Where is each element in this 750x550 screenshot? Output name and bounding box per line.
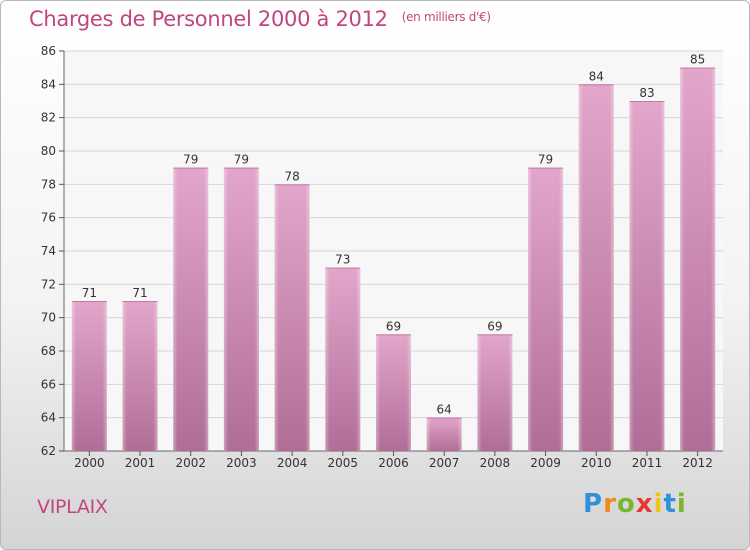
logo-letter: o (616, 489, 636, 519)
x-tick-label: 2012 (682, 456, 713, 470)
bar-highlight (71, 301, 107, 451)
data-label: 71 (82, 286, 97, 300)
y-tick-label: 76 (41, 211, 56, 225)
location-label: VIPLAIX (37, 496, 108, 518)
y-tick-label: 64 (41, 411, 56, 425)
x-tick-label: 2006 (378, 456, 409, 470)
bar-highlight (426, 417, 462, 451)
x-tick-label: 2003 (226, 456, 257, 470)
chart-subtitle: (en milliers d'€) (401, 10, 491, 24)
y-tick-label: 84 (41, 77, 56, 91)
bar-highlight (629, 101, 665, 451)
y-tick-label: 86 (41, 44, 56, 58)
bar-highlight (325, 267, 361, 451)
y-tick-label: 72 (41, 277, 56, 291)
data-label: 69 (386, 319, 401, 333)
bar-highlight (578, 84, 614, 451)
y-tick-label: 82 (41, 111, 56, 125)
x-tick-label: 2007 (429, 456, 460, 470)
x-tick-label: 2004 (277, 456, 308, 470)
data-label: 85 (690, 53, 705, 67)
chart-title-text: Charges de Personnel 2000 à 2012 (29, 7, 388, 31)
y-tick-label: 68 (41, 344, 56, 358)
proxiti-logo: Proxiti (583, 489, 687, 519)
logo-letter: t (663, 489, 677, 519)
x-tick-label: 2000 (74, 456, 105, 470)
labels: 62 64 66 68 70 72 74 76 78 80 82 84 86 71 2000 71 2001 79… (41, 44, 713, 470)
y-tick-label: 80 (41, 144, 56, 158)
bar-highlight (122, 301, 158, 451)
y-tick-label: 74 (41, 244, 56, 258)
bar-highlight (376, 334, 411, 451)
x-tick-label: 2001 (125, 456, 156, 470)
data-label: 78 (284, 169, 299, 183)
logo-letter: r (603, 489, 617, 519)
y-tick-label: 70 (41, 311, 56, 325)
x-tick-label: 2002 (175, 456, 206, 470)
y-tick-label: 66 (41, 377, 56, 391)
data-label: 64 (437, 403, 452, 417)
x-tick-label: 2010 (581, 456, 612, 470)
data-label: 79 (183, 153, 198, 167)
x-tick-label: 2005 (328, 456, 359, 470)
logo-letter: i (676, 489, 687, 519)
data-label: 84 (589, 69, 604, 83)
logo-letter: i (653, 489, 664, 519)
bar-highlight (477, 334, 513, 451)
logo-letter: P (583, 489, 604, 519)
bar-highlight (223, 167, 259, 451)
data-label: 69 (487, 319, 502, 333)
bar-highlight (680, 67, 716, 452)
data-label: 83 (639, 86, 654, 100)
chart-title: Charges de Personnel 2000 à 2012 (en mill… (29, 7, 491, 31)
bar-highlight (274, 184, 310, 452)
bar-highlight (173, 167, 209, 451)
bars (71, 67, 716, 452)
x-tick-label: 2011 (632, 456, 663, 470)
logo-letter: x (635, 489, 654, 519)
bar-highlight (528, 167, 564, 451)
data-label: 79 (234, 153, 249, 167)
data-label: 71 (132, 286, 147, 300)
x-tick-label: 2008 (480, 456, 511, 470)
data-label: 73 (335, 253, 350, 267)
data-label: 79 (538, 153, 553, 167)
y-tick-label: 78 (41, 177, 56, 191)
x-tick-label: 2009 (530, 456, 561, 470)
y-tick-label: 62 (41, 444, 56, 458)
